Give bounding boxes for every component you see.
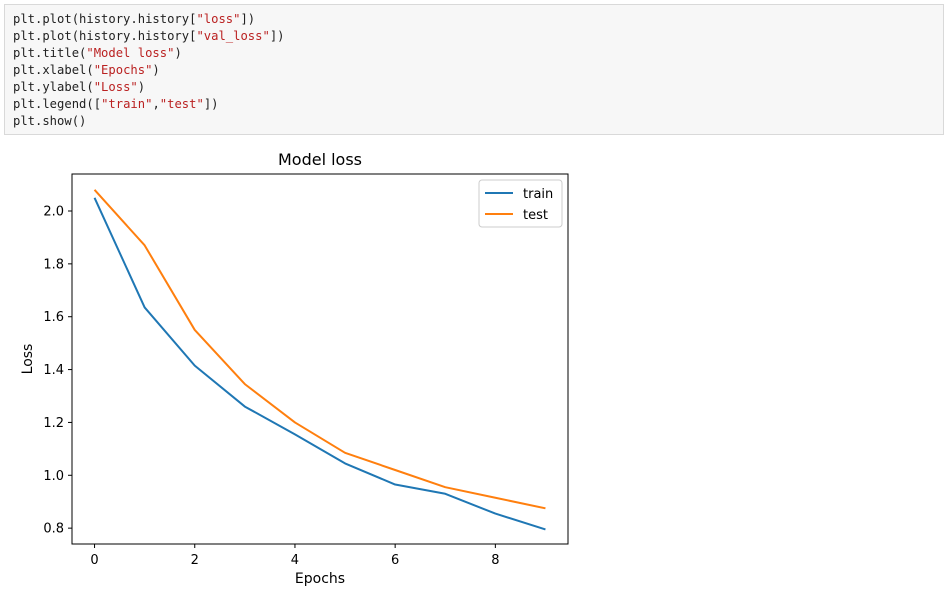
code-token: plt.plot(history.history[ [13,29,197,43]
code-block: plt.plot(history.history["loss"]) plt.plo… [13,11,943,130]
x-axis-label: Epochs [295,571,345,587]
y-tick-label: 2.0 [43,205,64,220]
x-tick-label: 4 [291,553,299,568]
code-line: plt.legend(["train","test"]) [13,96,943,113]
legend: train test [478,179,563,228]
legend-label-test: test [523,208,548,223]
code-token: plt.title( [13,46,87,60]
y-tick-label: 1.0 [43,469,64,484]
code-token: ) [137,80,146,94]
y-tick-label: 1.4 [43,363,64,378]
code-token: plt.legend([ [13,97,102,111]
code-line: plt.show() [13,113,943,130]
code-token: plt.plot(history.history[ [13,12,197,26]
legend-label-train: train [523,187,553,202]
code-string: "train" [101,97,153,111]
chart-title: Model loss [278,150,362,169]
code-string: "Loss" [93,80,138,94]
code-line: plt.plot(history.history["loss"]) [13,11,943,28]
code-string: "test" [159,97,204,111]
y-tick-label: 1.2 [43,416,64,431]
plot-frame [71,173,569,545]
code-string: "Model loss" [86,46,175,60]
code-token: ]) [203,97,219,111]
code-line: plt.plot(history.history["val_loss"]) [13,28,943,45]
code-token: plt.xlabel( [13,63,94,77]
code-token: ]) [240,12,256,26]
line-chart: 0 2 4 6 8 0.8 1.0 1.2 1.4 1.6 1.8 2.0 Model loss E… [20,150,569,587]
y-tick-label: 0.8 [43,522,64,537]
y-tick-label: 1.8 [43,257,64,272]
y-tick-label: 1.6 [43,310,64,325]
x-tick-label: 8 [491,553,499,568]
code-string: "val_loss" [196,29,270,43]
series-line-train [93,197,546,531]
code-line: plt.title("Model loss") [13,45,943,62]
x-tick-label: 6 [391,553,399,568]
legend-box [478,179,563,228]
code-line: plt.ylabel("Loss") [13,79,943,96]
code-string: "Epochs" [93,63,153,77]
code-token: ) [174,46,182,60]
code-token: plt.ylabel( [13,80,94,94]
series-lines [93,189,546,531]
code-string: "loss" [196,12,241,26]
code-token: , [152,97,160,111]
x-tick-label: 2 [191,553,199,568]
y-axis-label: Loss [20,344,36,375]
series-line-test [93,189,546,510]
code-token: ) [152,63,160,77]
code-token: plt.show() [13,114,87,128]
code-line: plt.xlabel("Epochs") [13,62,943,79]
x-tick-label: 0 [90,553,98,568]
x-axis-ticks: 0 2 4 6 8 [90,544,499,568]
code-token: ]) [269,29,285,43]
y-axis-ticks: 0.8 1.0 1.2 1.4 1.6 1.8 2.0 [43,205,72,537]
code-cell[interactable]: plt.plot(history.history["loss"]) plt.plo… [4,4,944,135]
